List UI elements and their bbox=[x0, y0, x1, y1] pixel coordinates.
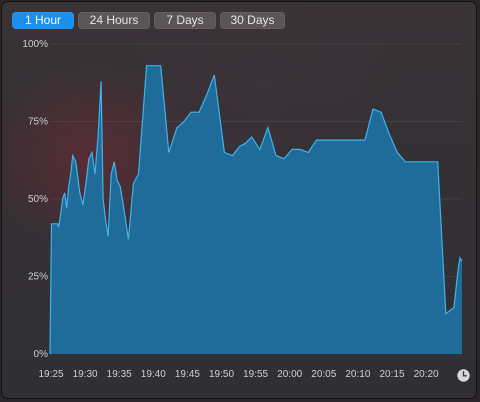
x-tick-label: 19:45 bbox=[175, 369, 200, 380]
y-tick-label: 25% bbox=[28, 272, 48, 283]
x-tick-label: 20:20 bbox=[414, 369, 439, 380]
x-axis-ticks: 19:25 19:30 19:35 19:40 19:45 19:50 19:55 20:00… bbox=[38, 369, 439, 380]
x-tick-label: 20:10 bbox=[345, 369, 370, 380]
x-tick-label: 19:25 bbox=[38, 369, 63, 380]
usage-area bbox=[50, 65, 462, 354]
usage-line bbox=[49, 65, 463, 355]
y-tick-label: 75% bbox=[28, 117, 48, 128]
x-tick-label: 20:00 bbox=[277, 369, 302, 380]
y-tick-label: 50% bbox=[28, 194, 48, 205]
x-tick-label: 19:40 bbox=[141, 369, 166, 380]
clock-icon[interactable] bbox=[457, 369, 470, 382]
y-tick-label: 100% bbox=[22, 39, 48, 50]
x-tick-label: 19:50 bbox=[209, 369, 234, 380]
cpu-usage-chart: 0% 25% 50% 75% 100% 19:25 19:30 19:35 19:40 19:4… bbox=[22, 39, 463, 380]
y-axis-ticks: 0% 25% 50% 75% 100% bbox=[22, 39, 48, 360]
tab-1-hour[interactable]: 1 Hour bbox=[12, 12, 74, 29]
x-tick-label: 19:30 bbox=[73, 369, 98, 380]
x-tick-label: 20:05 bbox=[311, 369, 336, 380]
x-tick-label: 19:55 bbox=[243, 369, 268, 380]
x-tick-label: 19:35 bbox=[107, 369, 132, 380]
x-tick-label: 20:15 bbox=[379, 369, 404, 380]
tab-24-hours[interactable]: 24 Hours bbox=[78, 12, 150, 29]
activity-window: 1 Hour 24 Hours 7 Days 30 Days 0% 25% 50% 7… bbox=[2, 2, 476, 398]
tab-7-days[interactable]: 7 Days bbox=[154, 12, 216, 29]
y-tick-label: 0% bbox=[34, 349, 49, 360]
tab-30-days[interactable]: 30 Days bbox=[220, 12, 285, 29]
